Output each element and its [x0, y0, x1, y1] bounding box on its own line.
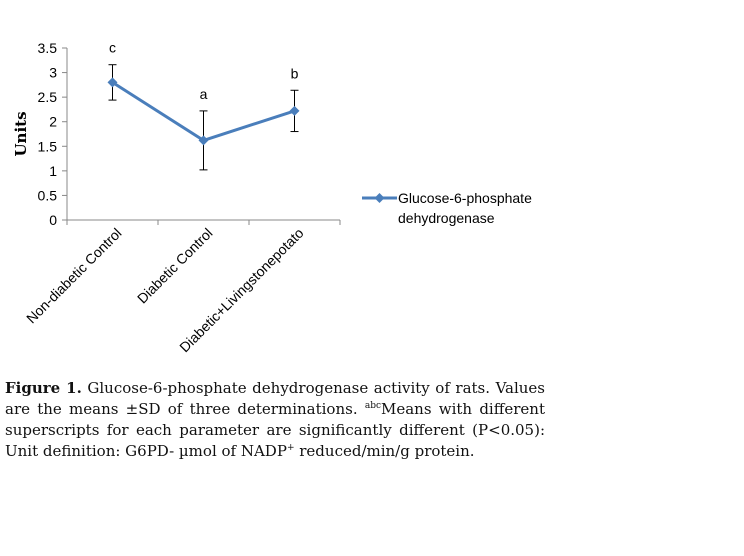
legend: Glucose-6-phosphate dehydrogenase — [362, 190, 532, 226]
significance-label: c — [109, 40, 116, 56]
legend-marker — [374, 193, 385, 203]
caption-label: Figure 1. — [5, 379, 82, 397]
data-point — [289, 105, 300, 116]
y-tick-label: 0.5 — [38, 187, 58, 203]
y-tick-label: 3.5 — [38, 40, 58, 56]
data-point — [198, 135, 209, 146]
legend-label-line1: Glucose-6-phosphate — [398, 190, 532, 206]
data-point — [107, 77, 118, 88]
caption-text-2: Means with different superscripts for ea… — [5, 400, 545, 460]
y-tick-label: 1 — [49, 163, 57, 179]
caption-text-1: Glucose-6-phosphate dehydrogenase activi… — [5, 379, 545, 418]
y-tick-label: 2.5 — [38, 89, 58, 105]
x-tick-label: Non-diabetic Control — [23, 225, 125, 327]
x-tick-label: Diabetic Control — [134, 225, 216, 307]
figure-caption: Figure 1. Glucose-6-phosphate dehydrogen… — [5, 378, 545, 462]
y-tick-label: 2 — [49, 114, 57, 130]
significance-label: b — [291, 65, 299, 81]
y-tick-label: 3 — [49, 65, 57, 81]
y-tick-label: 1.5 — [38, 138, 58, 154]
caption-superscript: abc — [364, 401, 381, 411]
legend-label-line2: dehydrogenase — [398, 210, 495, 226]
line-chart: Units 0 0.5 1 1.5 2 2.5 3 3.5 Non-diabetic Cont… — [12, 40, 532, 356]
caption-superscript-plus: + — [286, 443, 295, 453]
significance-label: a — [200, 86, 208, 102]
y-tick-label: 0 — [49, 212, 57, 228]
y-axis-title: Units — [12, 111, 30, 156]
caption-text-3: reduced/min/g protein. — [294, 442, 475, 460]
